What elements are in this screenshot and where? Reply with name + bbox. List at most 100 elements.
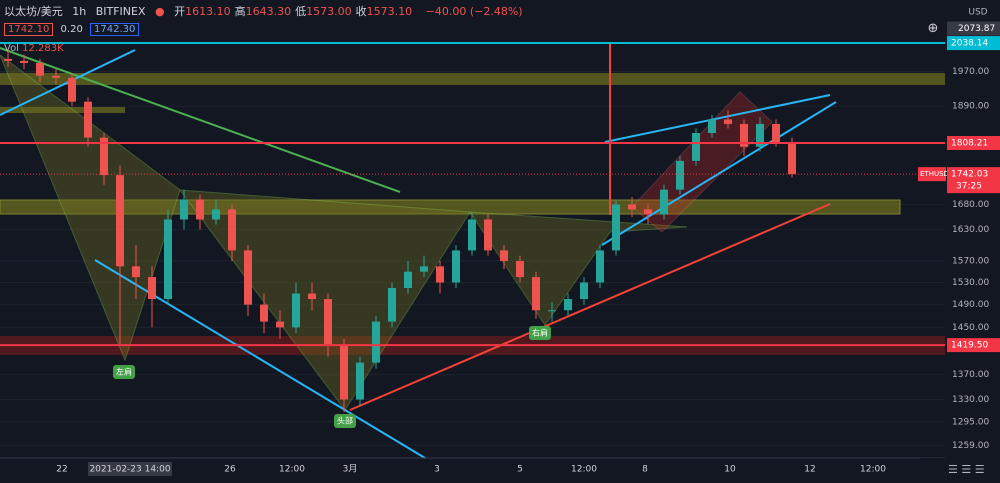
trend-line	[0, 47, 401, 193]
price-axis	[945, 0, 1000, 458]
toolbar-icon[interactable]: ☰ ☰ ☰	[948, 463, 985, 476]
candle-body	[724, 119, 732, 124]
x-tick-label: 12:00	[860, 465, 886, 475]
annotation: 右肩	[532, 328, 548, 338]
y-tick-label: 1570.00	[952, 256, 989, 266]
zone	[0, 199, 901, 215]
y-tick-label: 1370.00	[952, 370, 989, 380]
symbol: 以太坊/美元	[4, 5, 63, 18]
ohlc-label: 开	[174, 5, 186, 18]
toolbar-bg	[920, 458, 1000, 483]
trend-line	[349, 203, 831, 411]
crosshair-label: 2073.87	[958, 24, 995, 34]
candle-body	[228, 209, 236, 251]
candle-body	[52, 75, 60, 78]
x-tick-label: 3	[434, 465, 440, 475]
ohlc-value: 1613.10	[185, 5, 231, 18]
candle-body	[452, 250, 460, 283]
candle-body	[388, 287, 396, 322]
trend-line	[0, 49, 136, 116]
candle-body	[372, 321, 380, 363]
candle-body	[340, 344, 348, 400]
current-symbol: ETHUSD	[920, 170, 949, 178]
sell-button[interactable]: 1742.10	[4, 23, 54, 36]
change: −40.00 (−2.48%)	[425, 5, 523, 18]
candle-body	[116, 175, 124, 267]
candle-body	[276, 321, 284, 328]
candle-body	[660, 189, 668, 215]
spread: 0.20	[60, 24, 83, 35]
candle-body	[308, 293, 316, 300]
trend-line	[601, 101, 837, 246]
countdown: 37:25	[956, 182, 982, 192]
axis-unit: USD	[968, 8, 987, 18]
candle-body	[628, 204, 636, 210]
zone	[0, 73, 955, 85]
toolbar[interactable]: ☰ ☰ ☰	[920, 458, 1000, 483]
candle-body	[692, 133, 700, 161]
current-symbol-bg	[918, 167, 946, 182]
candle-body	[404, 271, 412, 288]
candle-body	[436, 266, 444, 283]
ohlc-value: 1643.30	[245, 5, 292, 18]
x-tick-label: 12	[804, 465, 815, 475]
trend-line	[604, 94, 831, 143]
x-label-highlight	[88, 462, 172, 476]
candle-body	[260, 304, 268, 322]
x-tick-label: 3月	[343, 464, 358, 475]
candle-body	[196, 199, 204, 220]
annotation-bg	[113, 365, 135, 379]
candle-body	[84, 101, 92, 138]
volume-label: Vol	[4, 43, 19, 54]
x-tick-label: 12:00	[571, 465, 597, 475]
candle-body	[532, 277, 540, 311]
crosshair-icon: ⊕	[928, 21, 939, 36]
pattern	[0, 54, 688, 411]
candle-body	[788, 142, 796, 175]
x-tick-label: 10	[724, 465, 736, 475]
order-panel: 1742.10 0.20 1742.30	[4, 23, 143, 36]
candle-body	[564, 299, 572, 311]
candle-body	[100, 137, 108, 176]
candle-body	[516, 260, 524, 278]
candle-body	[356, 362, 364, 400]
candle-body	[164, 219, 172, 300]
ohlc-value: 1573.10	[366, 5, 413, 18]
y-tick-label: 1450.00	[952, 323, 989, 333]
candle-body	[676, 160, 684, 190]
y-tick-label: 1259.00	[952, 441, 989, 451]
y-tick-label: 1490.00	[952, 300, 989, 310]
legend-header: 以太坊/美元 1h BITFINEX ● 开1613.10 高1643.30 低15…	[4, 3, 529, 19]
candle-body	[132, 266, 140, 278]
buy-button[interactable]: 1742.30	[90, 23, 140, 36]
price-level-label: 1808.21	[951, 139, 988, 149]
volume-legend: Vol 12.283K	[4, 43, 64, 54]
candle-body	[612, 204, 620, 251]
candle-body	[212, 209, 220, 220]
candle-body	[772, 123, 780, 143]
candle-body	[548, 310, 556, 312]
y-tick-label: 1970.00	[952, 67, 989, 77]
y-tick-label: 1890.00	[952, 102, 989, 112]
exchange: BITFINEX	[95, 5, 146, 18]
candle-body	[420, 266, 428, 272]
candle-body	[180, 199, 188, 220]
x-tick-label: 5	[517, 465, 523, 475]
interval[interactable]: 1h	[72, 5, 87, 18]
current-price-label: 1742.03	[951, 170, 988, 180]
ohlc-label: 收	[355, 5, 367, 18]
y-tick-label: 1295.00	[952, 417, 989, 427]
price-level-label-bg	[947, 36, 1000, 51]
x-tick-label: 8	[642, 465, 648, 475]
candle-body	[500, 250, 508, 261]
candles	[4, 50, 796, 413]
current-price-bg	[947, 167, 1000, 194]
candle-body	[20, 60, 28, 64]
candle-body	[468, 219, 476, 251]
annotation-bg	[334, 414, 356, 428]
crosshair-label-bg	[947, 21, 1000, 36]
x-tick-label: 12:00	[279, 465, 305, 475]
candle-body	[148, 277, 156, 300]
